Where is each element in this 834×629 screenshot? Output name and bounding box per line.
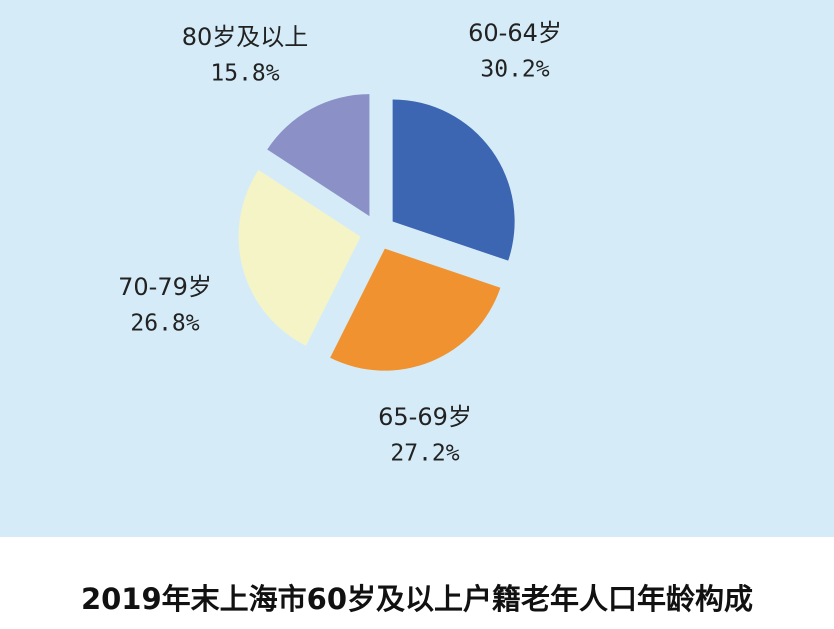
- slice-value-label: 27.2%: [390, 441, 459, 467]
- slice-label: 60-64岁: [468, 19, 562, 47]
- chart-title: 2019年末上海市60岁及以上户籍老年人口年龄构成: [81, 582, 753, 616]
- pie-slice: [238, 170, 361, 346]
- slice-label: 65-69岁: [378, 403, 472, 431]
- slice-label: 70-79岁: [118, 273, 212, 301]
- slice-value-label: 15.8%: [210, 61, 279, 87]
- slice-value-label: 30.2%: [480, 57, 549, 83]
- pie-slice: [330, 248, 501, 371]
- slice-label: 80岁及以上: [182, 23, 309, 51]
- pie-slice: [392, 99, 515, 261]
- pie-slice: [267, 94, 370, 217]
- slice-value-label: 26.8%: [130, 311, 199, 337]
